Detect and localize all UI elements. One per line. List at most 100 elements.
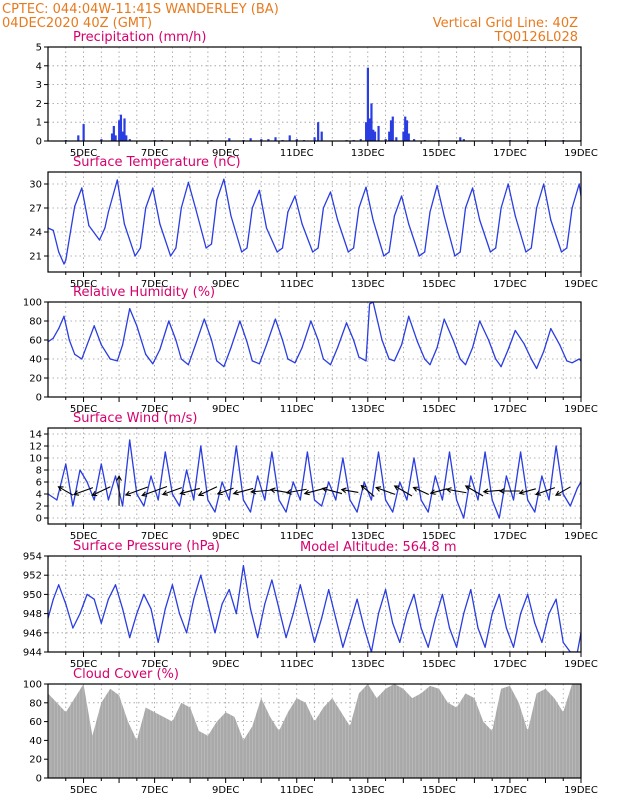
temp-point [560, 251, 563, 253]
wind-arrow [554, 486, 571, 496]
wind-line [48, 439, 581, 519]
humidity-point [129, 308, 131, 310]
pressure-point [420, 627, 422, 629]
wind-point [107, 499, 110, 501]
humidity-xtick-label: 15DEC [422, 404, 456, 415]
cloud-xtick-label: 9DEC [212, 785, 239, 796]
wind-arrow-head [340, 487, 347, 494]
pressure-point [136, 613, 138, 615]
humidity-point [459, 358, 461, 360]
wind-arrow-head [73, 490, 80, 496]
wind-arrow-head [285, 489, 292, 495]
temp-point [436, 185, 438, 187]
temp-point [223, 178, 225, 180]
wind-point [399, 481, 401, 483]
precip-bar [388, 131, 391, 141]
wind-arrow-head [393, 485, 400, 491]
wind-point [420, 499, 422, 501]
humidity-point [571, 362, 573, 364]
precip-bar [366, 67, 369, 141]
wind-arrow-head [482, 488, 489, 495]
pressure-point [292, 613, 294, 615]
pressure-point [477, 627, 479, 629]
humidity-point [287, 358, 289, 360]
precip-ytick-label: 4 [36, 61, 42, 72]
wind-xtick-label: 9DEC [212, 531, 239, 542]
humidity-point [530, 358, 532, 360]
humidity-point [322, 358, 324, 360]
precip-bar [373, 131, 377, 141]
humidity-xtick-label: 17DEC [493, 404, 527, 415]
precip-bar [368, 118, 371, 141]
wind-arrow [464, 485, 484, 497]
pressure-point [278, 608, 280, 610]
pressure-point [86, 593, 88, 596]
pressure-xtick-label: 15DEC [422, 659, 456, 670]
wind-arrow-head [303, 489, 310, 496]
wind-arrow [534, 487, 556, 496]
precip-bar [267, 139, 270, 141]
precip-bar [313, 137, 316, 141]
pressure-point [505, 627, 507, 629]
wind-arrow [269, 487, 288, 494]
pressure-point [185, 632, 188, 634]
humidity-point [52, 337, 54, 339]
temp-point [81, 187, 83, 189]
wind-arrow-shaft [198, 486, 218, 496]
humidity-point [63, 315, 65, 317]
wind-arrow-head [412, 486, 419, 492]
wind-arrow-shaft [413, 486, 429, 496]
wind-arrow-shaft [446, 488, 467, 494]
wind-arrow-shaft [270, 488, 288, 494]
precip-bar [405, 120, 409, 141]
wind-point [527, 499, 529, 501]
pressure-point [164, 608, 166, 610]
precip-xtick-label: 7DEC [141, 148, 168, 159]
wind-point [448, 451, 451, 453]
wind-point [321, 505, 323, 507]
pressure-ytick-label: 952 [23, 571, 42, 582]
wind-arrow-shaft [233, 487, 254, 495]
wind-point [541, 475, 543, 477]
temp-point [530, 247, 532, 249]
cloud-plot [48, 684, 581, 778]
humidity-point [578, 358, 580, 360]
pressure-point [456, 646, 458, 648]
humidity-point [543, 350, 545, 352]
temp-point [400, 195, 403, 197]
precip-bar [123, 118, 126, 141]
model-code: TQ0126L028 [494, 30, 578, 45]
humidity-point [281, 339, 284, 341]
humidity-point [358, 356, 360, 358]
wind-xtick-label: 5DEC [70, 531, 97, 542]
pressure-point [228, 589, 230, 591]
wind-point [512, 499, 515, 501]
precip-bar [249, 138, 252, 141]
precip-bar [365, 122, 368, 141]
humidity-point [136, 325, 138, 327]
model-altitude-label: Model Altitude: 564.8 m [300, 540, 457, 555]
humidity-ytick-label: 40 [29, 355, 42, 366]
temp-point [88, 225, 90, 227]
humidity-point [109, 358, 111, 360]
wind-arrow-shaft [180, 487, 200, 495]
pressure-point [249, 608, 252, 610]
wind-point [214, 511, 216, 513]
precip-bar [459, 137, 462, 141]
wind-point [491, 499, 493, 501]
temp-point [535, 207, 538, 209]
humidity-point [203, 318, 205, 320]
precip-bar [372, 129, 375, 141]
temp-point [479, 219, 481, 221]
pressure-point [328, 589, 330, 591]
pressure-title: Surface Pressure (hPa) [73, 539, 220, 554]
wind-point [129, 439, 131, 441]
temp-point [329, 191, 332, 193]
humidity-point [265, 344, 268, 346]
humidity-point [408, 315, 410, 317]
pressure-point [299, 584, 301, 586]
cloud-area [48, 684, 581, 778]
temp-point [107, 211, 110, 213]
pressure-point [72, 627, 74, 629]
